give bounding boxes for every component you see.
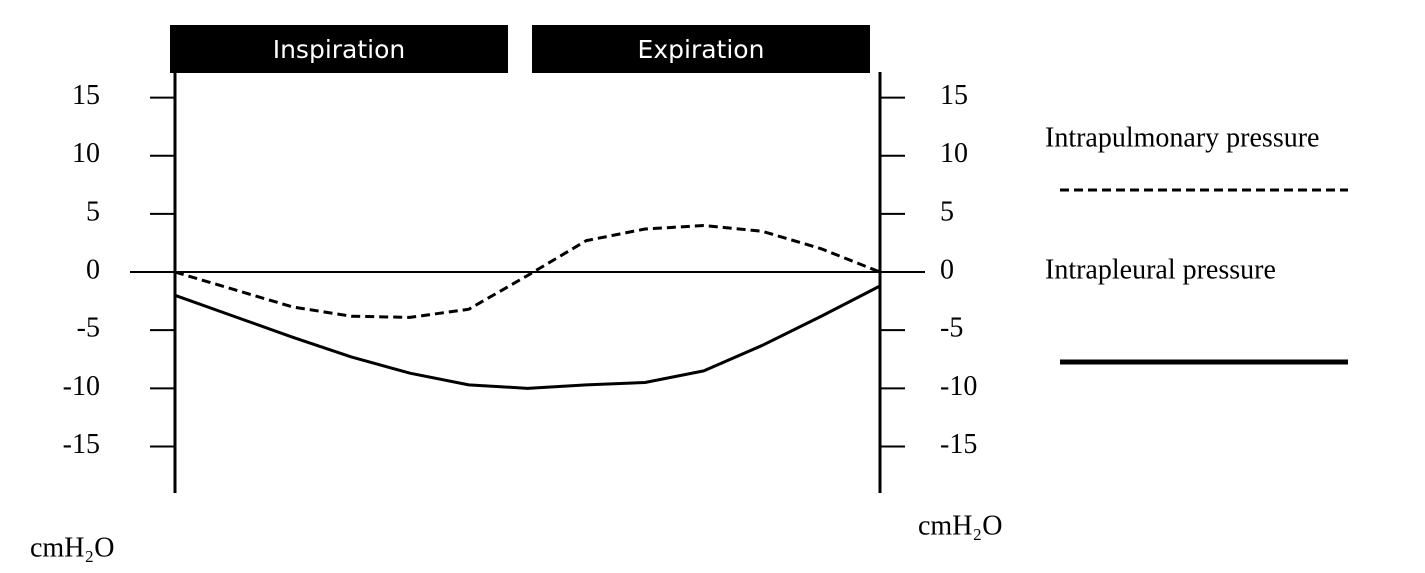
y-tick-label: -5 xyxy=(77,313,100,344)
phase-label: Inspiration xyxy=(273,35,406,64)
y-axis-label: cmH₂O xyxy=(30,532,114,563)
y2-axis-label: cmH₂O xyxy=(918,510,1002,541)
y2-tick-label: 5 xyxy=(940,196,954,227)
phase-label: Expiration xyxy=(638,35,765,64)
legend-label: Intrapleural pressure xyxy=(1045,254,1276,285)
y2-tick-label: -15 xyxy=(940,429,977,460)
y-tick-label: 5 xyxy=(86,196,100,227)
y2-tick-label: 0 xyxy=(940,254,954,285)
y2-tick-label: 10 xyxy=(940,138,968,169)
legend-label: Intrapulmonary pressure xyxy=(1045,122,1319,153)
series-line xyxy=(174,224,881,319)
y2-tick-label: 15 xyxy=(940,80,968,111)
phase-box xyxy=(170,25,508,73)
series-line xyxy=(174,284,881,390)
y-tick-label: 0 xyxy=(86,254,100,285)
y-tick-label: -10 xyxy=(63,371,100,402)
y2-tick-label: -10 xyxy=(940,371,977,402)
phase-box xyxy=(532,25,870,73)
y2-tick-label: -5 xyxy=(940,313,963,344)
y-tick-label: -15 xyxy=(63,429,100,460)
y-tick-label: 10 xyxy=(72,138,100,169)
y-tick-label: 15 xyxy=(72,80,100,111)
